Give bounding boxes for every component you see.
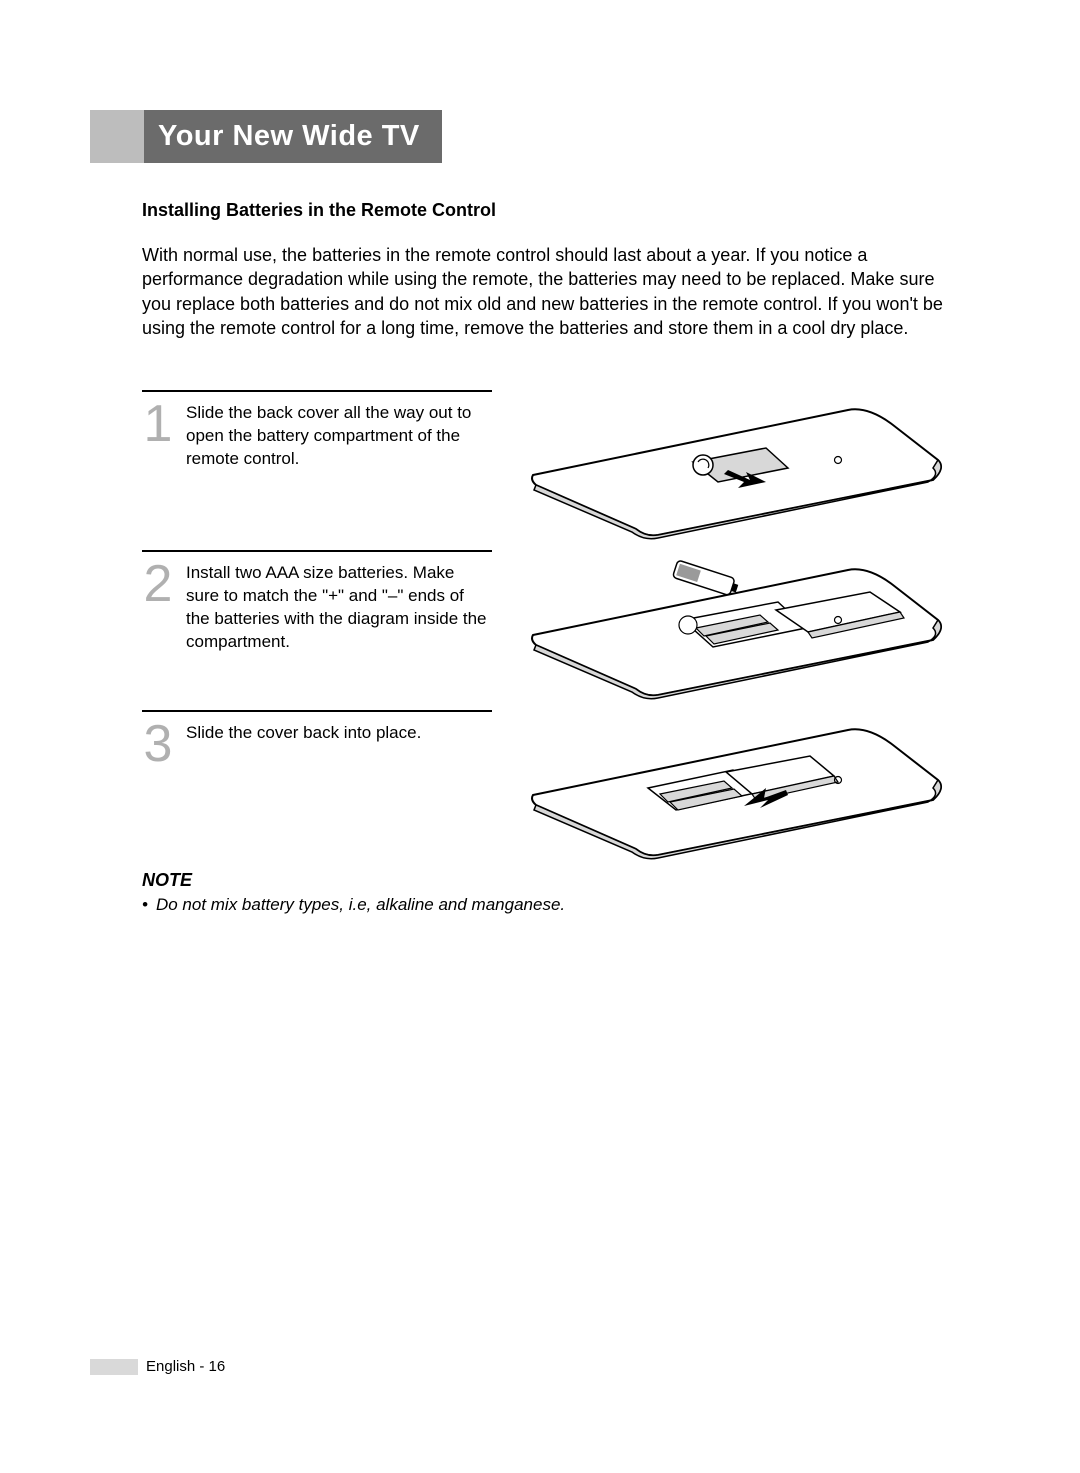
step-left: 2 Install two AAA size batteries. Make s… — [142, 550, 492, 654]
page-footer: English - 16 — [90, 1358, 225, 1375]
note-block: NOTE • Do not mix battery types, i.e, al… — [142, 870, 942, 915]
step-number: 3 — [142, 722, 174, 766]
content-area: Installing Batteries in the Remote Contr… — [142, 200, 962, 860]
step-text: Slide the back cover all the way out to … — [186, 402, 492, 471]
step: 2 Install two AAA size batteries. Make s… — [142, 540, 962, 700]
step-illustration — [514, 390, 962, 540]
page-title: Your New Wide TV — [144, 110, 442, 163]
remote-insert-batteries-icon — [514, 550, 962, 700]
section-heading: Installing Batteries in the Remote Contr… — [142, 200, 962, 221]
footer-accent — [90, 1359, 138, 1375]
note-heading: NOTE — [142, 870, 942, 891]
steps-list: 1 Slide the back cover all the way out t… — [142, 380, 962, 860]
step-text: Slide the cover back into place. — [186, 722, 492, 745]
step-left: 1 Slide the back cover all the way out t… — [142, 390, 492, 471]
note-text: Do not mix battery types, i.e, alkaline … — [156, 895, 565, 915]
note-item: • Do not mix battery types, i.e, alkalin… — [142, 895, 942, 915]
page-number: English - 16 — [146, 1358, 225, 1375]
step-left: 3 Slide the cover back into place. — [142, 710, 492, 766]
intro-paragraph: With normal use, the batteries in the re… — [142, 243, 962, 340]
remote-open-cover-icon — [514, 390, 962, 540]
title-accent — [90, 110, 144, 163]
step-number: 1 — [142, 402, 174, 446]
step: 3 Slide the cover back into place. — [142, 700, 962, 860]
page-title-block: Your New Wide TV — [90, 110, 442, 163]
step-text: Install two AAA size batteries. Make sur… — [186, 562, 492, 654]
remote-close-cover-icon — [514, 710, 962, 860]
step-illustration — [514, 550, 962, 700]
step-illustration — [514, 710, 962, 860]
step-number: 2 — [142, 562, 174, 606]
step: 1 Slide the back cover all the way out t… — [142, 380, 962, 540]
bullet-icon: • — [142, 895, 148, 915]
page: Your New Wide TV Installing Batteries in… — [0, 0, 1080, 1473]
